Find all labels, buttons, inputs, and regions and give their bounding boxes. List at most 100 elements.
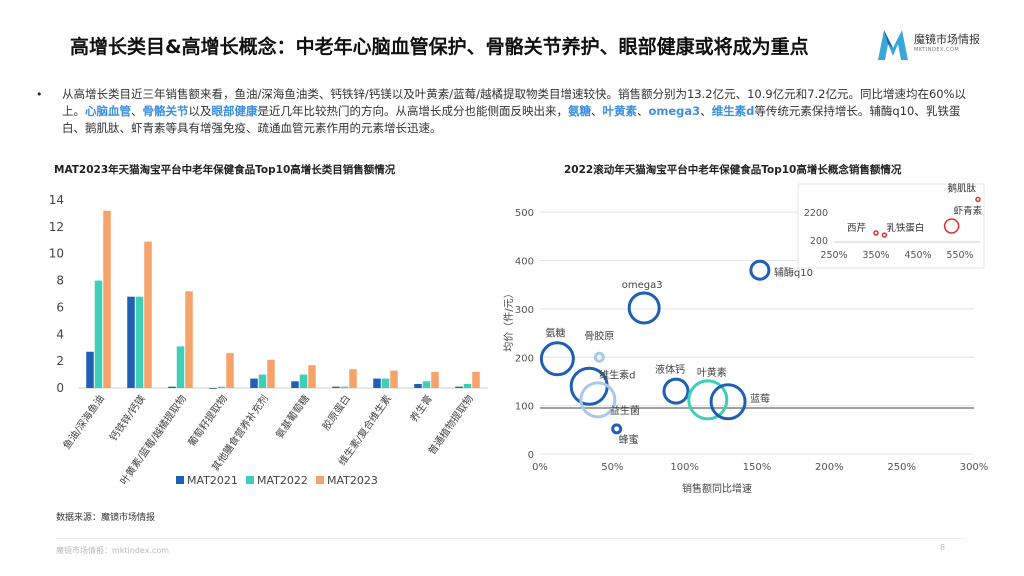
highlight-term: omega3 — [648, 104, 701, 118]
bar-chart: 0 2 4 6 8 10 12 14 鱼油/深海鱼油 钙铁锌/钙镁叶黄素/蓝莓/越橘提取物葡萄籽提… — [49, 193, 488, 487]
x-tick-label: 100% — [670, 462, 699, 473]
bar-mat2023 — [267, 359, 275, 388]
bubble-point — [593, 351, 605, 363]
bar-mat2021 — [414, 383, 422, 388]
category-label: 鱼油/深海鱼油 — [60, 392, 107, 451]
category-label: 氨基葡萄糖 — [273, 392, 312, 440]
bar-mat2021 — [455, 386, 463, 388]
bubble-label: 氨糖 — [545, 327, 565, 340]
inset-y-tick-label: 2200 — [804, 208, 828, 219]
bar-mat2021 — [250, 378, 258, 388]
bubble-label: 液体钙 — [655, 363, 685, 376]
x-tick-label: 0% — [532, 462, 548, 473]
bubble-label: 骨胶原 — [584, 329, 614, 342]
bubble-label: 蓝莓 — [750, 393, 770, 405]
bar-mat2022 — [135, 296, 144, 388]
bar-mat2022 — [340, 386, 349, 388]
x-tick-label: 200% — [815, 462, 844, 473]
y-tick-label: 2 — [56, 354, 64, 368]
bubble-label: omega3 — [622, 280, 663, 291]
bar-mat2022 — [463, 383, 472, 388]
bubble-label: 蜂蜜 — [619, 433, 639, 446]
paragraph-text: 、 — [131, 104, 143, 118]
y-tick-label: 10 — [49, 247, 64, 261]
inset-label: 鹅肌肽 — [947, 182, 976, 194]
paragraph-text: 是近几年比较热门的方向。从高增长成分也能侧面反映出来， — [257, 104, 569, 118]
category-label: 养生膏 — [407, 392, 435, 424]
logo-name: 魔镜市场情报 — [914, 33, 980, 46]
bubble-point — [611, 423, 623, 435]
bar-mat2023 — [390, 370, 398, 388]
logo-mark-icon — [878, 30, 908, 60]
bar-mat2022 — [176, 346, 185, 388]
x-tick-label: 300% — [960, 462, 989, 473]
bar-mat2023 — [185, 291, 193, 388]
y-tick-label: 6 — [56, 300, 64, 314]
bubble-label: 维生素d — [599, 368, 635, 381]
x-tick-label: 250% — [887, 462, 916, 473]
y-tick-label: 4 — [56, 327, 64, 341]
category-label: 葡萄籽提取物 — [185, 392, 230, 449]
inset-x-tick-label: 250% — [820, 250, 847, 261]
bar-mat2021 — [373, 378, 381, 388]
bar-mat2022 — [258, 374, 267, 388]
y-tick-label: 400 — [515, 257, 534, 268]
bubble-point — [709, 383, 747, 421]
inset-x-tick-label: 350% — [862, 250, 889, 261]
y-tick-label: 14 — [49, 193, 64, 207]
bar-mat2021 — [168, 386, 176, 388]
bar-mat2022 — [299, 374, 308, 388]
paragraph-text: 从高增长类目近三年销售额来看，鱼油/深海鱼油类、钙铁锌/钙镁以及叶黄素/蓝莓/越… — [62, 87, 967, 118]
bubble-point — [662, 377, 690, 405]
category-label: 叶黄素/蓝莓/越橘提取物 — [117, 392, 189, 487]
bubble-point — [749, 259, 771, 281]
inset-label: 虾青素 — [954, 205, 983, 217]
paragraph-text: 以及 — [188, 104, 212, 118]
bubble-point — [687, 379, 729, 421]
legend-label: MAT2023 — [327, 474, 378, 487]
legend-label: MAT2022 — [257, 474, 308, 487]
bar-mat2022 — [94, 280, 103, 388]
logo-url: MKTINDEX.COM — [914, 47, 960, 53]
y-axis-label: 均价（件/元） — [503, 288, 515, 351]
highlight-term: 氨糖 — [568, 104, 591, 118]
inset-label: 西芹 — [847, 223, 866, 234]
bubble-point — [627, 291, 661, 325]
bubble-chart-title: 2022滚动年天猫淘宝平台中老年保健食品Top10高增长概念销售额情况 — [564, 164, 902, 176]
x-tick-label: 150% — [743, 462, 772, 473]
inset-point — [873, 230, 879, 236]
bar-mat2023 — [103, 210, 111, 388]
y-tick-label: 0 — [528, 450, 534, 461]
paragraph-text: 等传统元素保持增长。辅酶q10、乳铁蛋白、鹅肌肽、虾青素等具有增强免疫、疏通血管… — [62, 104, 961, 135]
bar-mat2021 — [291, 381, 299, 388]
bar-mat2023 — [226, 353, 234, 388]
inset-point — [881, 232, 888, 238]
inset-x-tick-label: 450% — [904, 250, 931, 261]
bar-mat2023 — [144, 241, 152, 388]
footer-divider — [56, 538, 966, 539]
bubble-label: 辅酶q10 — [774, 266, 813, 279]
y-tick-label: 300 — [515, 305, 534, 316]
highlight-term: 骨骼关节 — [142, 104, 189, 118]
bar-mat2021 — [332, 386, 340, 388]
inset-x-tick-label: 550% — [946, 250, 973, 261]
bar-mat2022 — [422, 381, 431, 388]
highlight-term: 维生素d — [711, 104, 755, 118]
inset-frame — [797, 183, 985, 269]
bar-mat2023 — [431, 371, 439, 388]
x-axis-label: 销售额同比增速 — [682, 482, 752, 495]
y-tick-label: 12 — [49, 220, 64, 234]
bar-mat2021 — [127, 296, 135, 388]
bar-mat2023 — [308, 365, 316, 388]
highlight-term: 叶黄素 — [602, 104, 638, 118]
paragraph-text: 、 — [591, 104, 603, 118]
summary-paragraph: 从高增长类目近三年销售额来看，鱼油/深海鱼油类、钙铁锌/钙镁以及叶黄素/蓝莓/越… — [62, 86, 982, 137]
y-tick-label: 200 — [515, 353, 534, 364]
bubble-chart: 0 100 200 300 400 500 0% 50% 100% 150% 200% 250% 300… — [503, 182, 989, 495]
y-tick-label: 0 — [56, 381, 64, 395]
category-label: 胶原蛋白 — [319, 392, 353, 432]
bullet-icon: • — [36, 88, 43, 101]
legend-label: MAT2021 — [187, 474, 238, 487]
page-number: 8 — [940, 543, 946, 552]
bar-chart-title: MAT2023年天猫淘宝平台中老年保健食品Top10高增长类目销售额情况 — [54, 164, 396, 176]
